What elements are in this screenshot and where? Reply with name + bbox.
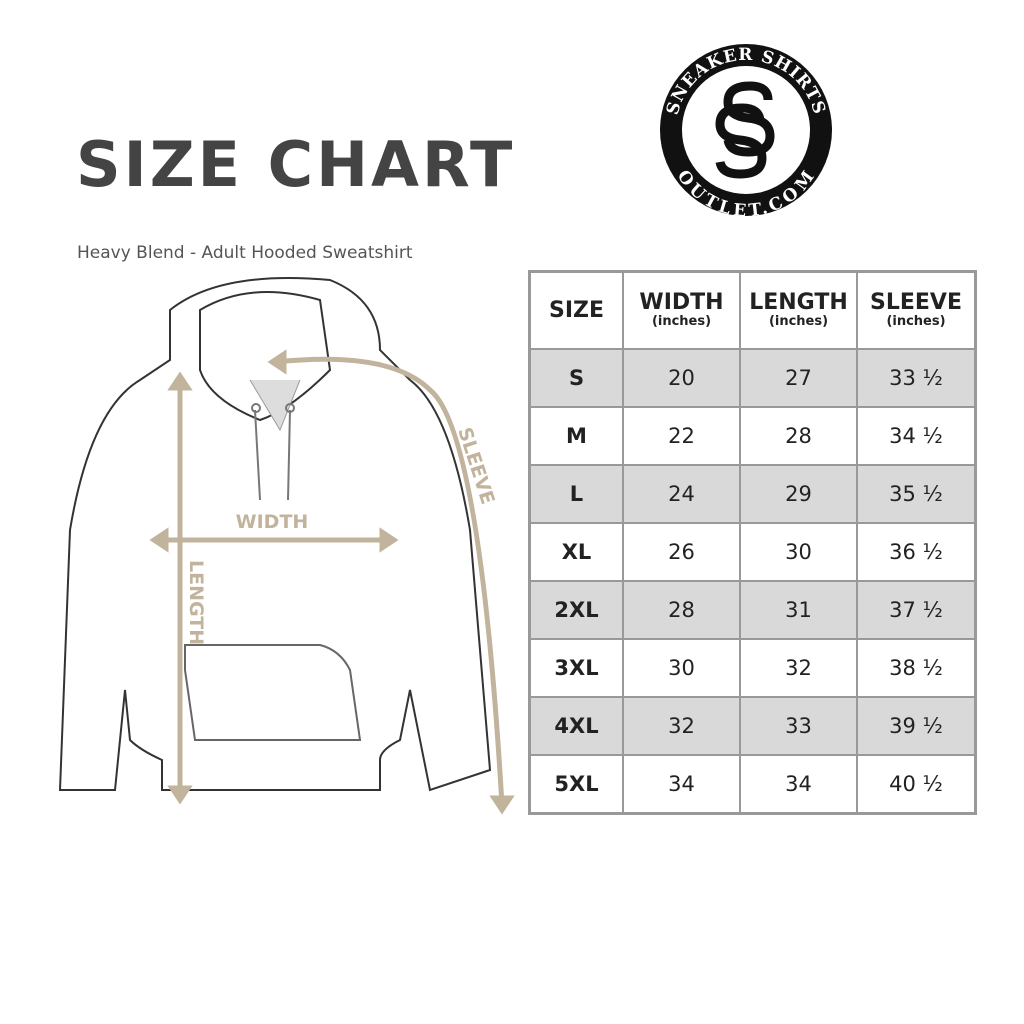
table-row: M 22 28 34 ½ bbox=[528, 406, 977, 466]
width-label: WIDTH bbox=[236, 511, 309, 533]
sleeve-cell: 38 ½ bbox=[856, 638, 977, 698]
header-width: WIDTH (inches) bbox=[622, 270, 741, 350]
table-header-row: SIZE WIDTH (inches) LENGTH (inches) SLEEVE… bbox=[528, 270, 977, 350]
table-row: S 20 27 33 ½ bbox=[528, 348, 977, 408]
length-cell: 32 bbox=[739, 638, 858, 698]
header-unit: (inches) bbox=[651, 313, 712, 329]
length-cell: 34 bbox=[739, 754, 858, 815]
sleeve-cell: 36 ½ bbox=[856, 522, 977, 582]
length-cell: 27 bbox=[739, 348, 858, 408]
header-length: LENGTH (inches) bbox=[739, 270, 858, 350]
length-cell: 28 bbox=[739, 406, 858, 466]
size-cell: 4XL bbox=[528, 696, 624, 756]
table-row: 3XL 30 32 38 ½ bbox=[528, 638, 977, 698]
table-row: 4XL 32 33 39 ½ bbox=[528, 696, 977, 756]
size-cell: 2XL bbox=[528, 580, 624, 640]
size-cell: M bbox=[528, 406, 624, 466]
product-subtitle: Heavy Blend - Adult Hooded Sweatshirt bbox=[77, 243, 413, 263]
width-cell: 26 bbox=[622, 522, 741, 582]
header-label: WIDTH bbox=[639, 289, 724, 315]
length-cell: 33 bbox=[739, 696, 858, 756]
width-cell: 28 bbox=[622, 580, 741, 640]
header-unit: (inches) bbox=[886, 313, 946, 329]
header-label: SIZE bbox=[548, 297, 604, 323]
width-cell: 32 bbox=[622, 696, 741, 756]
sleeve-cell: 40 ½ bbox=[856, 754, 977, 815]
table-row: L 24 29 35 ½ bbox=[528, 464, 977, 524]
size-table: SIZE WIDTH (inches) LENGTH (inches) SLEEVE… bbox=[528, 270, 977, 815]
table-row: XL 26 30 36 ½ bbox=[528, 522, 977, 582]
length-label: LENGTH bbox=[185, 560, 207, 645]
sleeve-cell: 34 ½ bbox=[856, 406, 977, 466]
width-cell: 24 bbox=[622, 464, 741, 524]
size-cell: 5XL bbox=[528, 754, 624, 815]
width-cell: 22 bbox=[622, 406, 741, 466]
length-cell: 29 bbox=[739, 464, 858, 524]
header-label: LENGTH bbox=[749, 289, 848, 315]
width-cell: 34 bbox=[622, 754, 741, 815]
size-cell: S bbox=[528, 348, 624, 408]
size-cell: 3XL bbox=[528, 638, 624, 698]
width-cell: 30 bbox=[622, 638, 741, 698]
sleeve-cell: 37 ½ bbox=[856, 580, 977, 640]
table-row: 2XL 28 31 37 ½ bbox=[528, 580, 977, 640]
monogram-icon bbox=[715, 81, 775, 179]
length-cell: 30 bbox=[739, 522, 858, 582]
table-row: 5XL 34 34 40 ½ bbox=[528, 754, 977, 815]
header-unit: (inches) bbox=[768, 313, 829, 329]
header-label: SLEEVE bbox=[870, 289, 962, 315]
sleeve-cell: 35 ½ bbox=[856, 464, 977, 524]
size-cell: L bbox=[528, 464, 624, 524]
header-size: SIZE bbox=[528, 270, 624, 350]
header-sleeve: SLEEVE (inches) bbox=[856, 270, 977, 350]
size-cell: XL bbox=[528, 522, 624, 582]
page-title: SIZE CHART bbox=[76, 128, 516, 201]
sleeve-cell: 33 ½ bbox=[856, 348, 977, 408]
length-cell: 31 bbox=[739, 580, 858, 640]
sleeve-cell: 39 ½ bbox=[856, 696, 977, 756]
hoodie-diagram: WIDTH LENGTH SLEEVE bbox=[58, 277, 515, 815]
brand-logo: SNEAKER SHIRTS OUTLET.COM bbox=[660, 44, 832, 218]
width-cell: 20 bbox=[622, 348, 741, 408]
